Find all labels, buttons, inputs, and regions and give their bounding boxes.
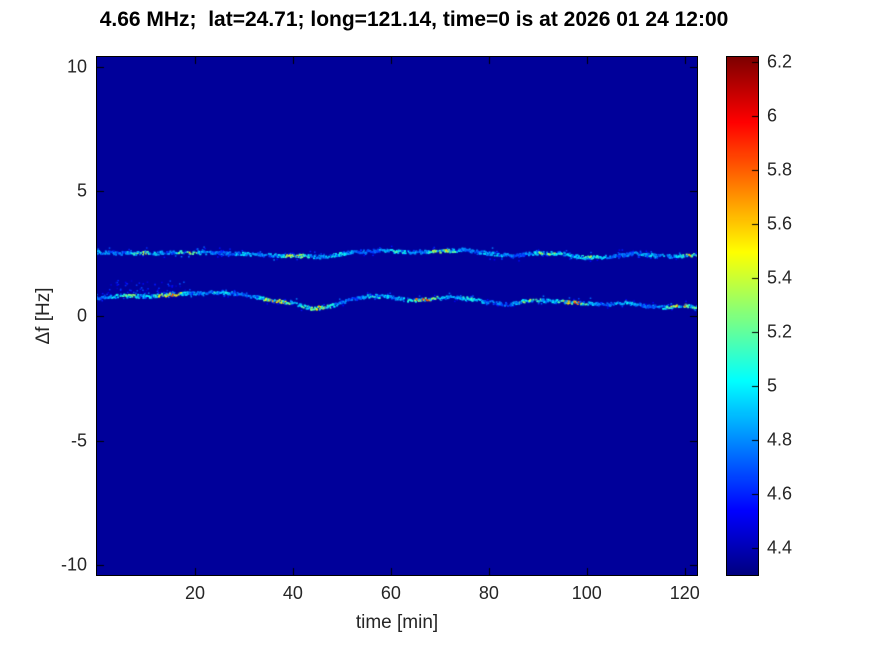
colorbar-tick-label: 4.6 — [767, 483, 793, 504]
y-axis-label: Δf [Hz] — [33, 287, 54, 345]
x-tick-label: 120 — [669, 583, 700, 603]
x-tick-label: 100 — [571, 583, 602, 603]
y-tick-label: 0 — [76, 305, 87, 326]
colorbar-tick-label: 5.2 — [767, 321, 793, 342]
colorbar-tick-label: 6 — [767, 105, 778, 126]
x-tick-label: 80 — [478, 583, 499, 603]
chart-title: 4.66 MHz; lat=24.71; long=121.14, time=0… — [99, 8, 729, 31]
colorbar-tick-label: 5 — [767, 375, 778, 396]
colorbar-tick-label: 4.8 — [767, 429, 793, 450]
heatmap-canvas — [96, 56, 698, 576]
y-tick-label: -10 — [60, 554, 87, 575]
x-tick-label: 60 — [380, 583, 401, 603]
y-tick-label: 10 — [66, 56, 87, 77]
x-axis-label: time [min] — [355, 612, 439, 633]
colorbar-tick-label: 4.4 — [767, 537, 793, 558]
colorbar-tick-label: 5.6 — [767, 213, 793, 234]
y-tick-label: -5 — [70, 430, 87, 451]
x-tick-label: 20 — [184, 583, 205, 603]
colorbar-canvas — [726, 56, 759, 576]
y-tick-label: 5 — [76, 180, 87, 201]
colorbar-tick-label: 5.4 — [767, 267, 793, 288]
colorbar-tick-label: 6.2 — [767, 51, 793, 72]
colorbar-tick-label: 5.8 — [767, 159, 793, 180]
x-tick-label: 40 — [282, 583, 303, 603]
